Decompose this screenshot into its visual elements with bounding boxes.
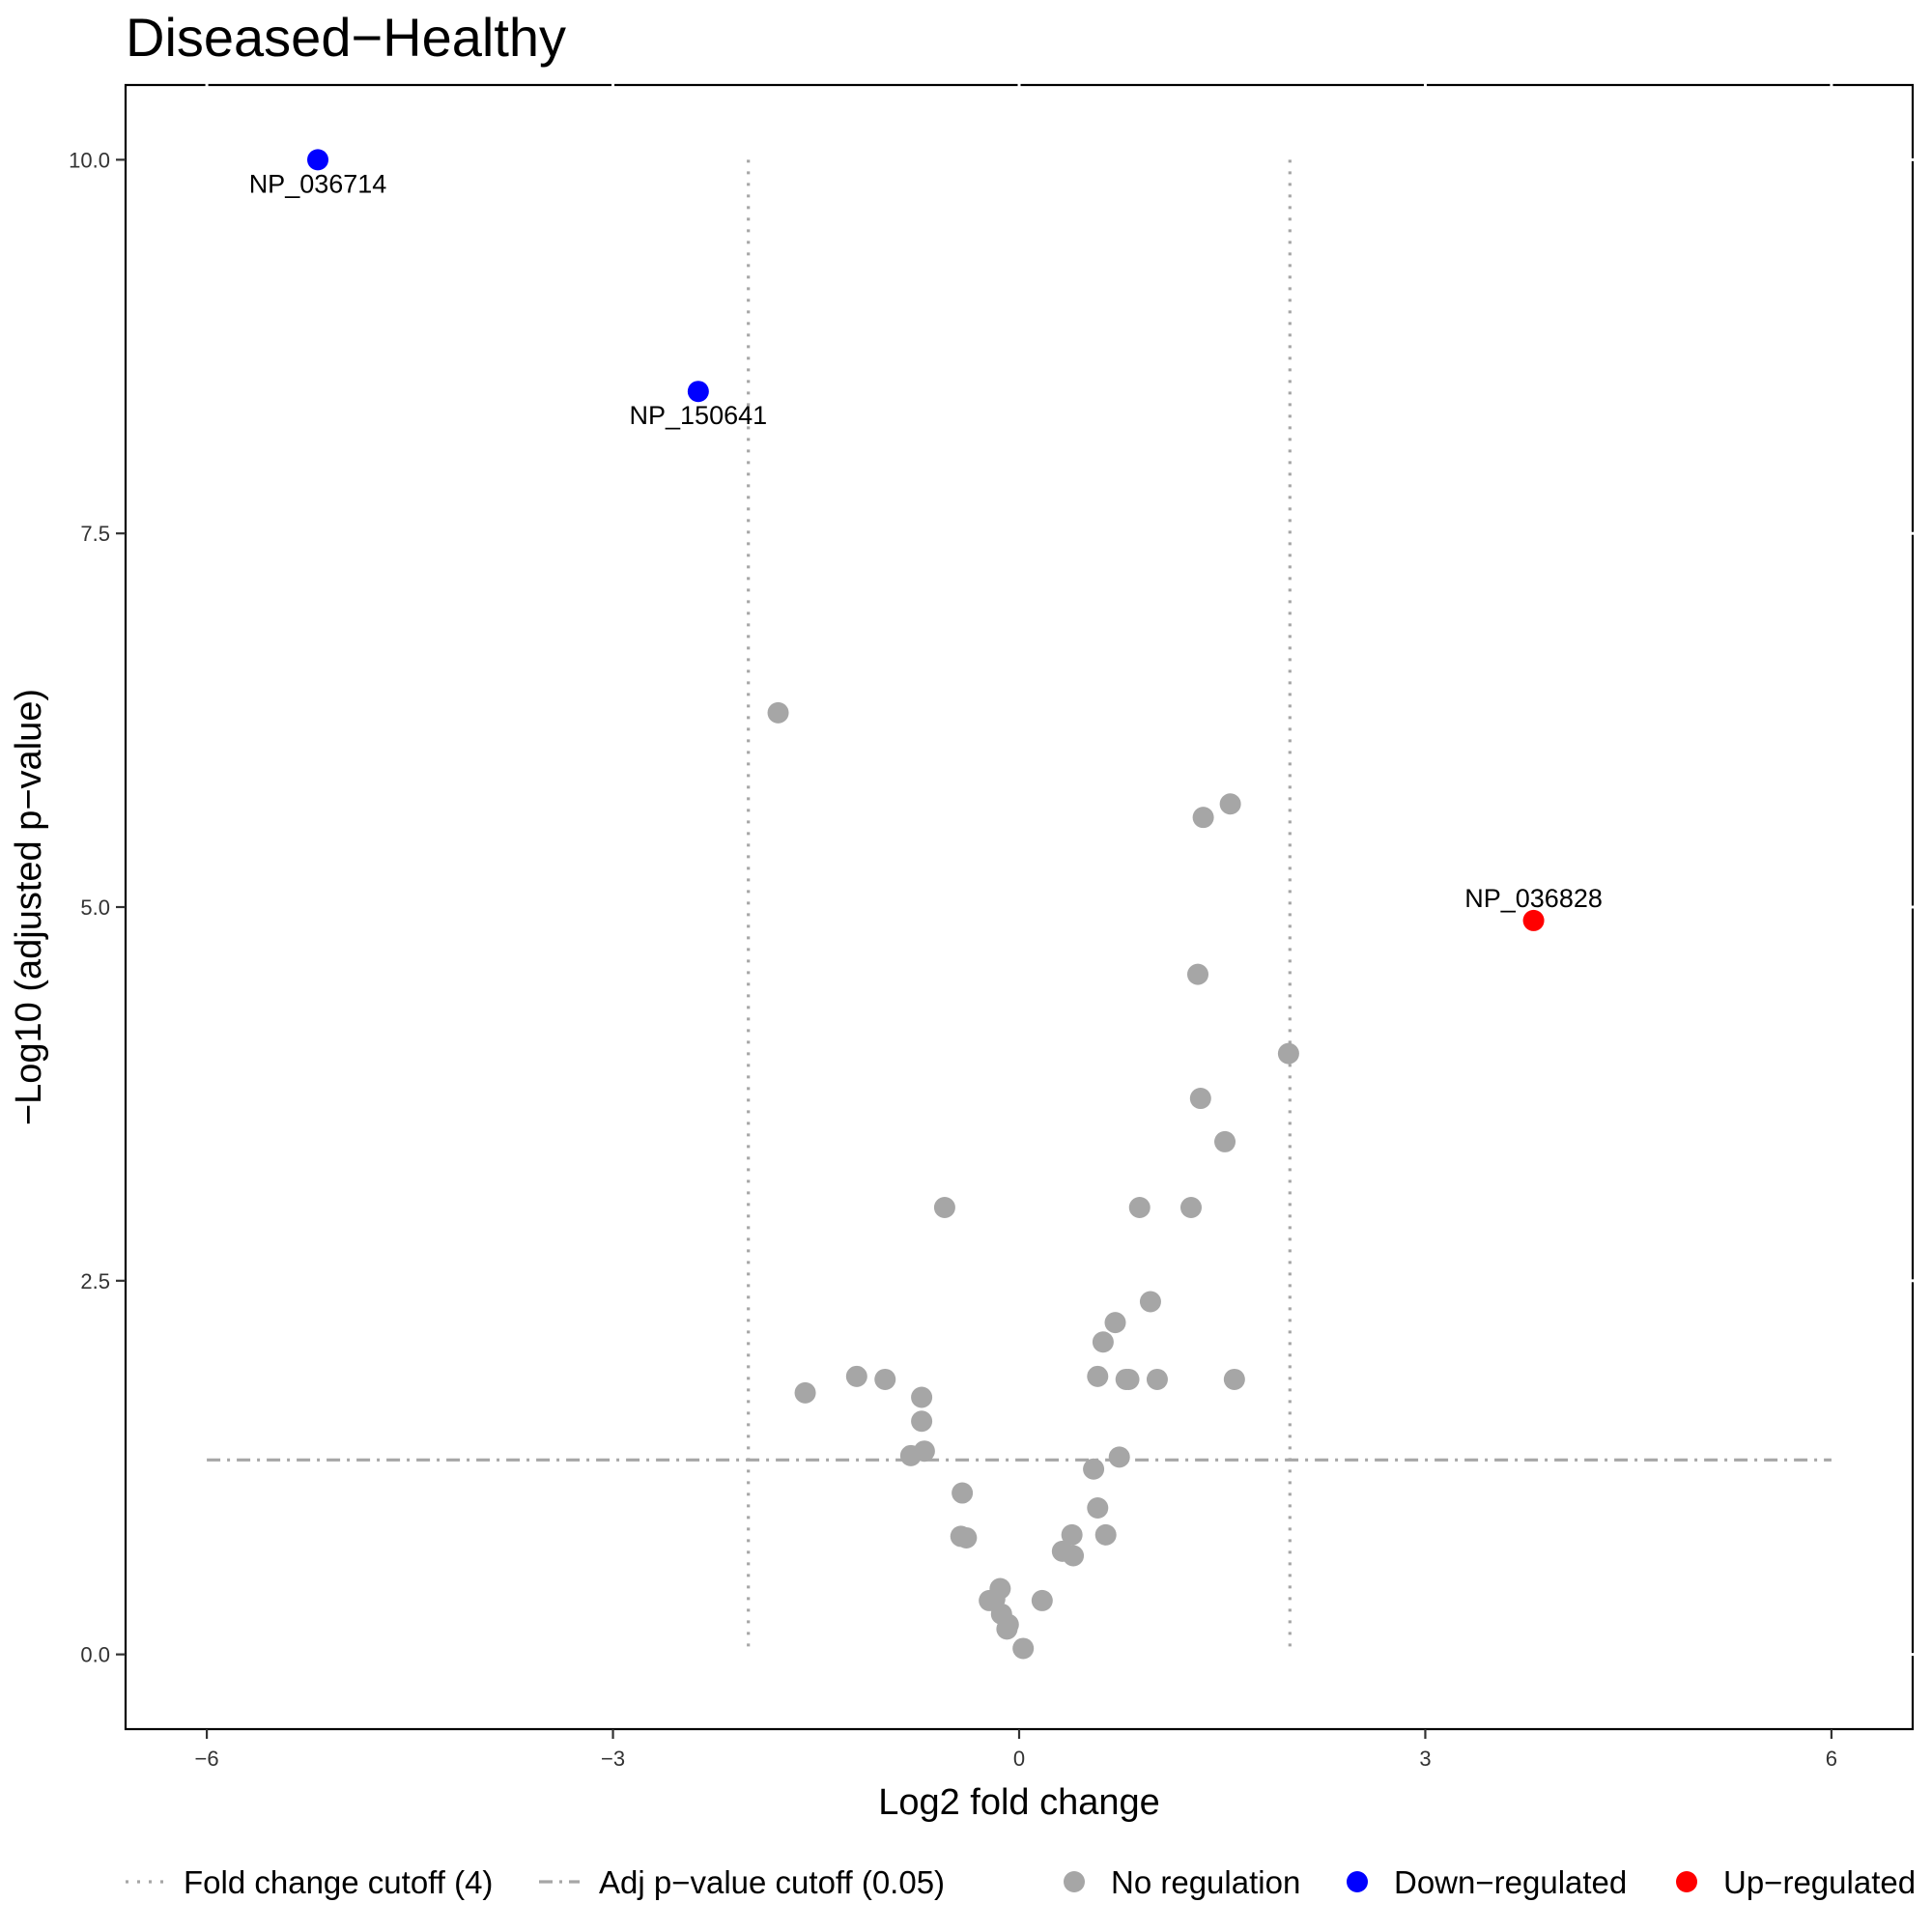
data-point-no-regulation [952,1482,974,1504]
data-point-no-regulation [1179,1197,1202,1219]
data-point-no-regulation [1063,1545,1085,1567]
plot-title: Diseased−Healthy [126,7,566,68]
data-points [307,149,1545,1660]
legend-label-up-regulated: Up−regulated [1723,1864,1916,1900]
legend-key-no-regulation [1064,1871,1085,1892]
y-axis-title: −Log10 (adjusted p−value) [9,689,49,1125]
data-point-no-regulation [1012,1637,1035,1660]
cutoff-lines [207,159,1832,1655]
x-tick-label: 6 [1826,1747,1837,1771]
data-point-no-regulation [1146,1368,1168,1390]
data-point-no-regulation [1219,793,1241,815]
data-point-no-regulation [1094,1523,1117,1546]
legend-label-fold-change-cutoff: Fold change cutoff (4) [184,1864,493,1900]
data-point-no-regulation [911,1386,933,1408]
x-axis-title: Log2 fold change [878,1782,1160,1823]
data-point-no-regulation [1092,1331,1114,1353]
y-tick-label: 2.5 [80,1269,110,1293]
legend: Fold change cutoff (4) Adj p−value cutoff… [126,1864,1916,1900]
x-tick-label: −3 [601,1747,625,1771]
y-axis: 0.0 2.5 5.0 7.5 10.0 [69,148,1915,1667]
y-tick-label: 5.0 [80,895,110,920]
data-point-no-regulation [1083,1458,1105,1480]
data-point-no-regulation [1087,1497,1109,1520]
data-point-down-regulated [307,149,329,171]
legend-label-pvalue-cutoff: Adj p−value cutoff (0.05) [599,1864,945,1900]
data-point-no-regulation [997,1613,1019,1635]
data-point-no-regulation [1118,1368,1140,1390]
data-point-no-regulation [1087,1365,1109,1387]
data-point-no-regulation [1128,1197,1151,1219]
data-point-no-regulation [1223,1368,1245,1390]
data-point-no-regulation [874,1368,896,1390]
data-point-no-regulation [1061,1523,1083,1546]
plot-panel-border [124,83,1915,1731]
legend-label-down-regulated: Down−regulated [1394,1864,1627,1900]
point-label: NP_036714 [249,169,387,198]
data-point-no-regulation [933,1197,955,1219]
legend-key-down-regulated [1347,1871,1368,1892]
x-tick-label: 3 [1419,1747,1431,1771]
y-tick-label: 7.5 [80,522,110,546]
x-axis: −6 −3 0 3 6 [195,83,1837,1771]
point-label: NP_036828 [1464,884,1603,913]
data-point-down-regulated [687,381,709,403]
point-label: NP_150641 [630,401,768,430]
x-tick-label: 0 [1013,1747,1025,1771]
data-point-no-regulation [1192,807,1214,829]
data-point-no-regulation [1277,1042,1299,1065]
data-point-no-regulation [899,1444,922,1466]
y-tick-label: 10.0 [69,148,110,172]
data-point-no-regulation [1108,1446,1130,1468]
data-point-no-regulation [1189,1088,1211,1110]
data-point-no-regulation [794,1381,816,1404]
data-point-up-regulated [1522,909,1545,931]
data-point-no-regulation [955,1526,978,1548]
data-point-no-regulation [767,701,789,724]
data-point-no-regulation [845,1365,867,1387]
data-point-no-regulation [911,1410,933,1433]
legend-key-up-regulated [1676,1871,1697,1892]
data-point-no-regulation [1104,1312,1126,1334]
data-point-no-regulation [1031,1589,1053,1611]
data-point-no-regulation [1187,963,1208,985]
y-tick-label: 0.0 [80,1643,110,1667]
point-labels: NP_036714 NP_150641 NP_036828 [249,169,1603,913]
x-tick-label: −6 [195,1747,219,1771]
legend-label-no-regulation: No regulation [1111,1864,1300,1900]
data-point-no-regulation [1214,1130,1236,1152]
data-point-no-regulation [1139,1291,1161,1313]
